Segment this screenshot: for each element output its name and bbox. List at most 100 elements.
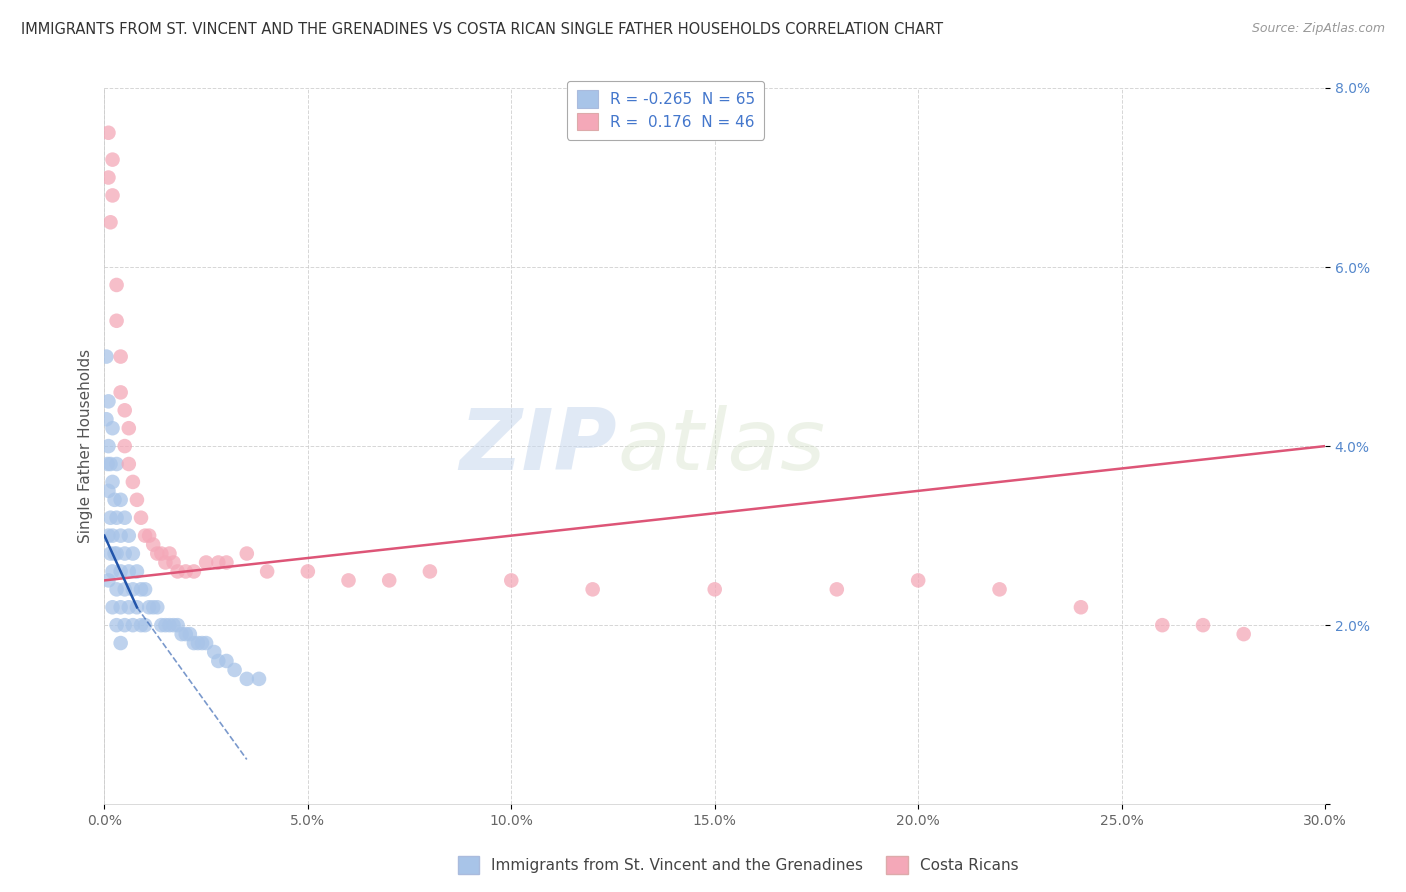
Point bbox=[101, 565, 124, 579]
Point bbox=[202, 645, 225, 659]
Point bbox=[134, 582, 156, 597]
Point bbox=[582, 582, 605, 597]
Point bbox=[110, 528, 132, 542]
Point bbox=[207, 556, 229, 570]
Point bbox=[105, 314, 128, 328]
Point bbox=[191, 636, 214, 650]
Point bbox=[100, 547, 122, 561]
Point bbox=[103, 492, 125, 507]
Point bbox=[114, 582, 136, 597]
Point bbox=[105, 457, 128, 471]
Point bbox=[224, 663, 246, 677]
Point bbox=[825, 582, 848, 597]
Point bbox=[174, 565, 197, 579]
Point bbox=[162, 556, 184, 570]
Point bbox=[155, 556, 177, 570]
Point bbox=[97, 528, 120, 542]
Point bbox=[101, 421, 124, 435]
Point bbox=[114, 547, 136, 561]
Point bbox=[125, 600, 148, 615]
Point bbox=[118, 600, 141, 615]
Point bbox=[129, 618, 152, 632]
Point bbox=[337, 574, 360, 588]
Point bbox=[170, 627, 193, 641]
Point bbox=[179, 627, 201, 641]
Point bbox=[96, 350, 118, 364]
Point bbox=[97, 170, 120, 185]
Point bbox=[121, 475, 143, 489]
Point bbox=[247, 672, 270, 686]
Point bbox=[138, 528, 160, 542]
Y-axis label: Single Father Households: Single Father Households bbox=[79, 349, 93, 543]
Point bbox=[110, 492, 132, 507]
Point bbox=[118, 528, 141, 542]
Point bbox=[162, 618, 184, 632]
Point bbox=[97, 483, 120, 498]
Point bbox=[155, 618, 177, 632]
Point bbox=[134, 528, 156, 542]
Text: Source: ZipAtlas.com: Source: ZipAtlas.com bbox=[1251, 22, 1385, 36]
Point bbox=[150, 547, 173, 561]
Point bbox=[166, 565, 188, 579]
Point bbox=[1233, 627, 1256, 641]
Point bbox=[96, 412, 118, 426]
Point bbox=[121, 582, 143, 597]
Point bbox=[1192, 618, 1215, 632]
Point bbox=[100, 457, 122, 471]
Point bbox=[159, 618, 181, 632]
Point bbox=[215, 654, 238, 668]
Text: IMMIGRANTS FROM ST. VINCENT AND THE GRENADINES VS COSTA RICAN SINGLE FATHER HOUS: IMMIGRANTS FROM ST. VINCENT AND THE GREN… bbox=[21, 22, 943, 37]
Point bbox=[1152, 618, 1174, 632]
Text: atlas: atlas bbox=[617, 405, 825, 488]
Point bbox=[501, 574, 523, 588]
Point bbox=[101, 475, 124, 489]
Point bbox=[105, 510, 128, 524]
Point bbox=[118, 457, 141, 471]
Point bbox=[110, 350, 132, 364]
Point bbox=[142, 538, 165, 552]
Point bbox=[97, 439, 120, 453]
Point bbox=[129, 510, 152, 524]
Point bbox=[236, 672, 259, 686]
Point bbox=[101, 528, 124, 542]
Point bbox=[134, 618, 156, 632]
Point bbox=[101, 188, 124, 202]
Text: ZIP: ZIP bbox=[460, 405, 617, 488]
Point bbox=[195, 556, 218, 570]
Point bbox=[129, 582, 152, 597]
Point bbox=[256, 565, 278, 579]
Point bbox=[105, 277, 128, 292]
Legend: Immigrants from St. Vincent and the Grenadines, Costa Ricans: Immigrants from St. Vincent and the Gren… bbox=[451, 850, 1025, 880]
Point bbox=[125, 492, 148, 507]
Point bbox=[419, 565, 441, 579]
Point bbox=[105, 582, 128, 597]
Point bbox=[110, 636, 132, 650]
Point bbox=[121, 547, 143, 561]
Point bbox=[121, 618, 143, 632]
Point bbox=[207, 654, 229, 668]
Point bbox=[97, 457, 120, 471]
Point bbox=[215, 556, 238, 570]
Point bbox=[105, 618, 128, 632]
Point bbox=[174, 627, 197, 641]
Point bbox=[297, 565, 319, 579]
Point bbox=[907, 574, 929, 588]
Point bbox=[100, 215, 122, 229]
Point bbox=[703, 582, 725, 597]
Point bbox=[236, 547, 259, 561]
Point bbox=[378, 574, 401, 588]
Point bbox=[146, 547, 169, 561]
Point bbox=[103, 547, 125, 561]
Point bbox=[110, 385, 132, 400]
Point bbox=[183, 565, 205, 579]
Point bbox=[125, 565, 148, 579]
Point bbox=[138, 600, 160, 615]
Point bbox=[988, 582, 1011, 597]
Point bbox=[118, 565, 141, 579]
Point bbox=[183, 636, 205, 650]
Point bbox=[142, 600, 165, 615]
Point bbox=[187, 636, 209, 650]
Point bbox=[146, 600, 169, 615]
Point bbox=[97, 574, 120, 588]
Point bbox=[110, 565, 132, 579]
